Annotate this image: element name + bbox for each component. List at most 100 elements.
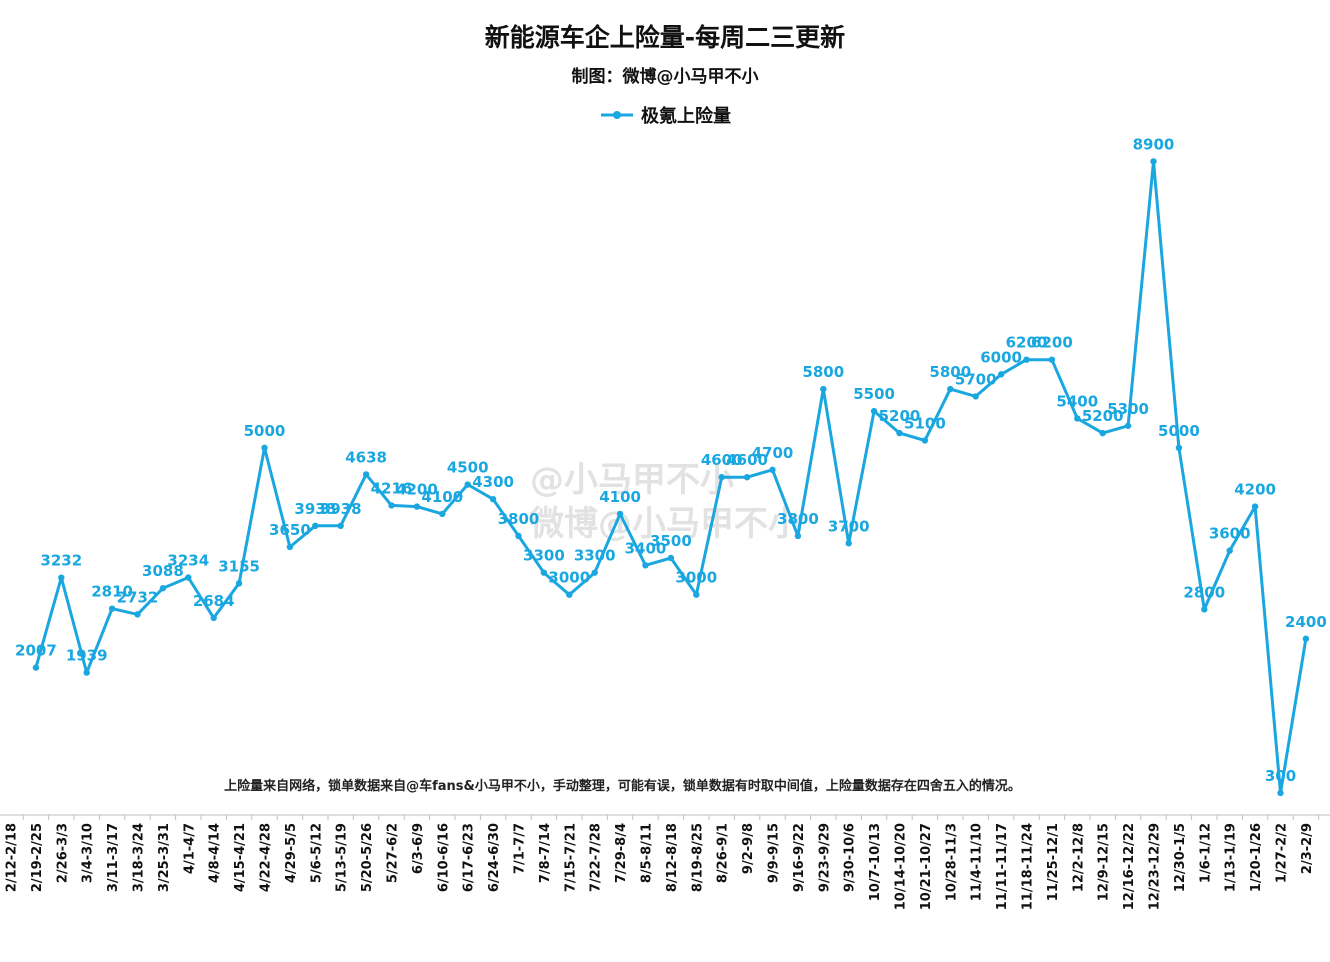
- data-point: [235, 580, 243, 587]
- legend-label: 极氪上险量: [641, 106, 731, 127]
- x-tick-label: 6/24-6/30: [487, 823, 502, 892]
- data-point: [261, 444, 268, 452]
- data-label: 5300: [1107, 400, 1149, 418]
- x-tick-label: 9/30-10/6: [843, 823, 858, 892]
- x-tick-label: 6/17-6/23: [462, 823, 477, 892]
- data-label: 2810: [91, 583, 133, 601]
- x-tick-label: 10/7-10/13: [868, 823, 883, 901]
- data-label: 4200: [1234, 481, 1276, 499]
- data-label: 3000: [675, 569, 717, 587]
- data-label: 3088: [142, 562, 184, 580]
- data-point: [464, 481, 471, 488]
- data-label: 5700: [955, 370, 997, 388]
- data-label: 5200: [879, 407, 921, 425]
- x-tick-label: 1/13-1/19: [1224, 823, 1239, 892]
- data-label: 5100: [904, 414, 946, 432]
- x-tick-label: 11/4-11/10: [970, 823, 985, 901]
- data-point: [947, 385, 954, 393]
- x-tick-label: 7/15-7/21: [563, 823, 578, 892]
- data-label: 5800: [802, 363, 844, 381]
- data-point: [642, 562, 649, 569]
- data-label: 8900: [1133, 135, 1175, 153]
- data-point: [1226, 547, 1233, 554]
- data-point: [312, 522, 319, 530]
- data-point: [769, 466, 776, 474]
- x-tick-label: 6/3-6/9: [411, 823, 426, 874]
- x-tick-label: 4/22-4/28: [259, 823, 274, 892]
- chart-title: 新能源车企上险量-每周二三更新: [484, 23, 846, 52]
- x-tick-label: 10/28-11/3: [944, 823, 959, 901]
- x-tick-label: 2/12-2/18: [5, 823, 20, 892]
- x-tick-label: 4/29-5/5: [284, 823, 299, 883]
- data-point: [540, 569, 548, 576]
- x-tick-label: 9/23-9/29: [817, 823, 832, 892]
- x-tick-label: 1/27-2/2: [1275, 823, 1290, 883]
- data-point: [489, 496, 497, 503]
- x-tick-label: 7/1-7/7: [513, 823, 528, 874]
- x-tick-label: 12/2-12/8: [1071, 823, 1086, 892]
- x-tick-label: 3/18-3/24: [132, 823, 147, 892]
- x-tick-label: 12/23-12/29: [1148, 823, 1163, 910]
- data-point: [1124, 422, 1132, 429]
- data-label: 5500: [853, 385, 895, 403]
- x-tick-label: 7/8-7/14: [538, 823, 553, 883]
- x-tick-label: 5/27-6/2: [386, 823, 401, 883]
- data-label: 2007: [15, 642, 57, 660]
- data-label: 3155: [218, 557, 260, 575]
- x-tick-label: 8/26-9/1: [716, 823, 731, 883]
- x-tick-label: 3/4-3/10: [81, 823, 96, 883]
- data-point: [566, 591, 573, 598]
- data-point: [439, 510, 446, 518]
- data-label: 3234: [167, 552, 209, 570]
- data-point: [337, 522, 344, 530]
- data-label: 4638: [345, 448, 387, 466]
- data-label: 4100: [421, 488, 463, 506]
- x-tick-label: 2/19-2/25: [30, 823, 45, 892]
- data-label: 4700: [752, 444, 794, 462]
- data-point: [845, 540, 852, 547]
- data-point: [185, 574, 192, 581]
- x-tick-label: 8/12-8/18: [665, 823, 680, 892]
- data-label: 3300: [574, 547, 616, 565]
- data-point: [1150, 158, 1157, 165]
- x-tick-label: 12/30-1/5: [1173, 823, 1188, 892]
- x-tick-label: 12/9-12/15: [1097, 823, 1112, 901]
- data-label: 3600: [1209, 525, 1251, 543]
- data-label: 4100: [599, 488, 641, 506]
- x-tick-label: 5/13-5/19: [335, 823, 350, 892]
- x-tick-label: 7/22-7/28: [589, 823, 604, 892]
- x-tick-label: 1/20-1/26: [1249, 823, 1264, 892]
- x-tick-label: 4/1-4/7: [182, 823, 197, 874]
- data-label: 3938: [294, 500, 336, 518]
- data-label: 5000: [244, 422, 286, 440]
- data-label: 6200: [1006, 334, 1048, 352]
- data-label: 6000: [980, 348, 1022, 366]
- data-label: 4216: [371, 479, 413, 497]
- data-point: [743, 473, 751, 481]
- data-point: [616, 510, 624, 518]
- data-label: 2400: [1285, 613, 1327, 631]
- data-point: [718, 473, 725, 481]
- data-point: [997, 371, 1005, 378]
- data-point: [921, 437, 929, 444]
- data-label: 3800: [777, 510, 819, 528]
- watermark-line-1: @小马甲不小: [530, 460, 734, 500]
- x-tick-label: 9/2-9/8: [741, 823, 756, 874]
- data-point: [286, 543, 294, 551]
- data-point: [896, 429, 903, 437]
- data-label: 6200: [1031, 334, 1073, 352]
- chart-note: 上险量来自网络，锁单数据来自@车fans&小马甲不小，手动整理，可能有误，锁单数…: [224, 779, 1021, 794]
- data-point: [159, 585, 167, 592]
- x-tick-label: 6/10-6/16: [436, 823, 451, 892]
- x-tick-label: 4/8-4/14: [208, 823, 223, 883]
- data-point: [820, 385, 827, 393]
- data-label: 4600: [726, 451, 768, 469]
- x-tick-label: 9/16-9/22: [792, 823, 807, 892]
- data-label: 5000: [1158, 422, 1200, 440]
- data-label: 5800: [929, 363, 971, 381]
- legend: 极氪上险量: [0, 102, 1330, 128]
- data-label: 4300: [472, 473, 514, 491]
- data-label: 2800: [1183, 583, 1225, 601]
- x-tick-label: 8/19-8/25: [690, 823, 705, 892]
- data-point: [870, 407, 878, 415]
